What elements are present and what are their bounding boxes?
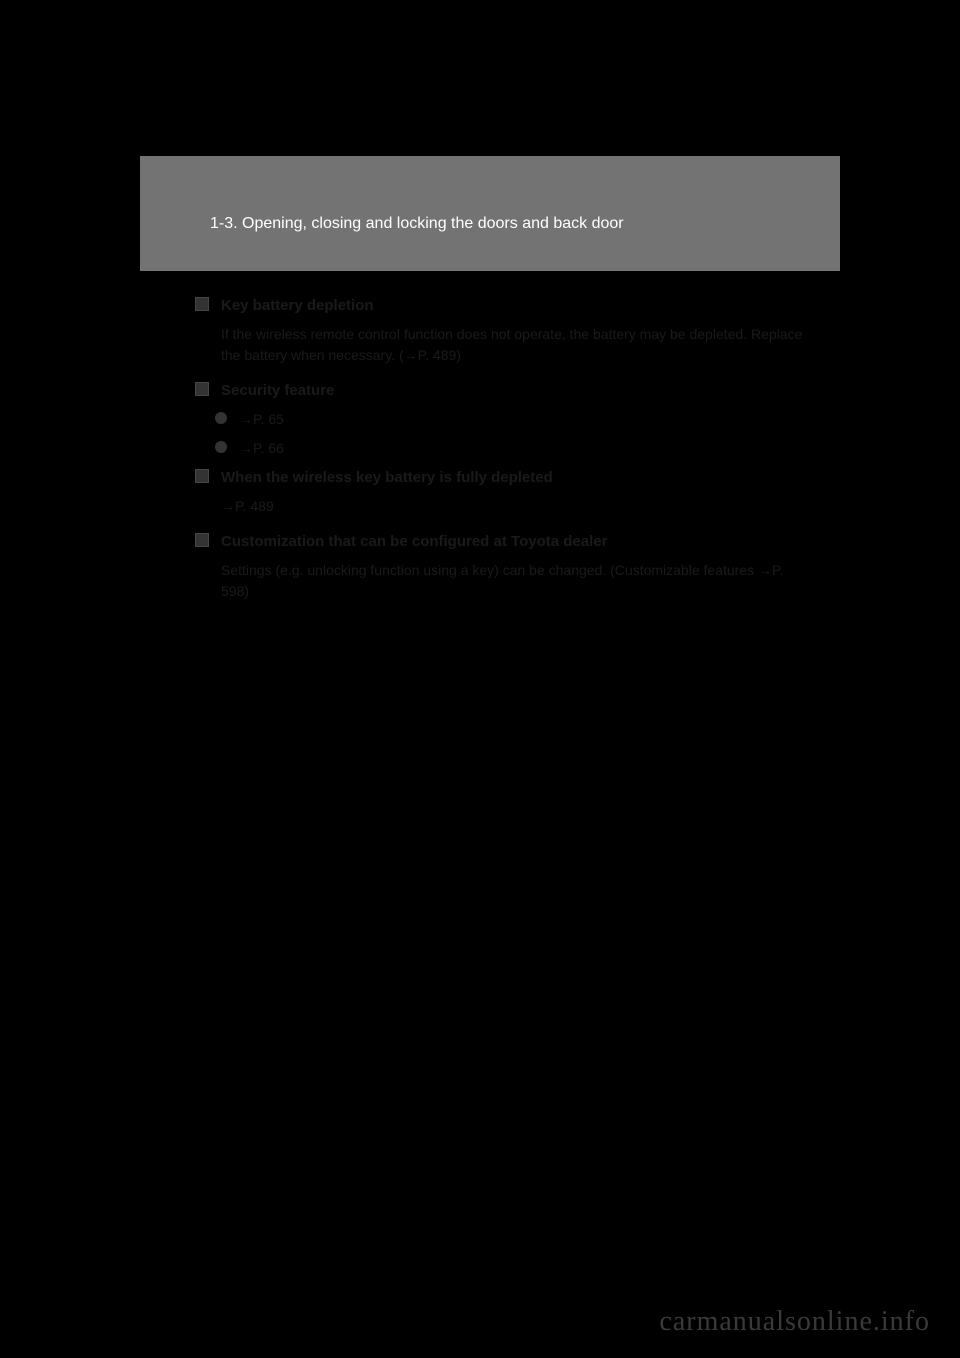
sub-item-text: →P. 65	[239, 409, 284, 430]
square-bullet-icon	[195, 533, 209, 547]
section-body: Settings (e.g. unlocking function using …	[221, 560, 815, 602]
header-section-title: 1-3. Opening, closing and locking the do…	[210, 215, 624, 233]
section-title: Security feature	[221, 380, 334, 401]
section-title: Key battery depletion	[221, 295, 374, 316]
content-area: Key battery depletion If the wireless re…	[195, 295, 815, 616]
section-security: Security feature	[195, 380, 815, 401]
section-key-battery: Key battery depletion	[195, 295, 815, 316]
round-bullet-icon	[215, 441, 227, 453]
sub-item-1: →P. 65	[195, 409, 815, 430]
section-body: If the wireless remote control function …	[221, 324, 815, 366]
header-bar: 1-3. Opening, closing and locking the do…	[140, 156, 840, 271]
section-customization: Customization that can be configured at …	[195, 531, 815, 552]
section-wireless-depleted: When the wireless key battery is fully d…	[195, 467, 815, 488]
round-bullet-icon	[215, 412, 227, 424]
section-body: →P. 489	[221, 496, 815, 517]
section-title: Customization that can be configured at …	[221, 531, 607, 552]
sub-item-text: →P. 66	[239, 438, 284, 459]
section-title: When the wireless key battery is fully d…	[221, 467, 553, 488]
square-bullet-icon	[195, 297, 209, 311]
sub-item-2: →P. 66	[195, 438, 815, 459]
watermark: carmanualsonline.info	[659, 1306, 930, 1338]
square-bullet-icon	[195, 382, 209, 396]
square-bullet-icon	[195, 469, 209, 483]
